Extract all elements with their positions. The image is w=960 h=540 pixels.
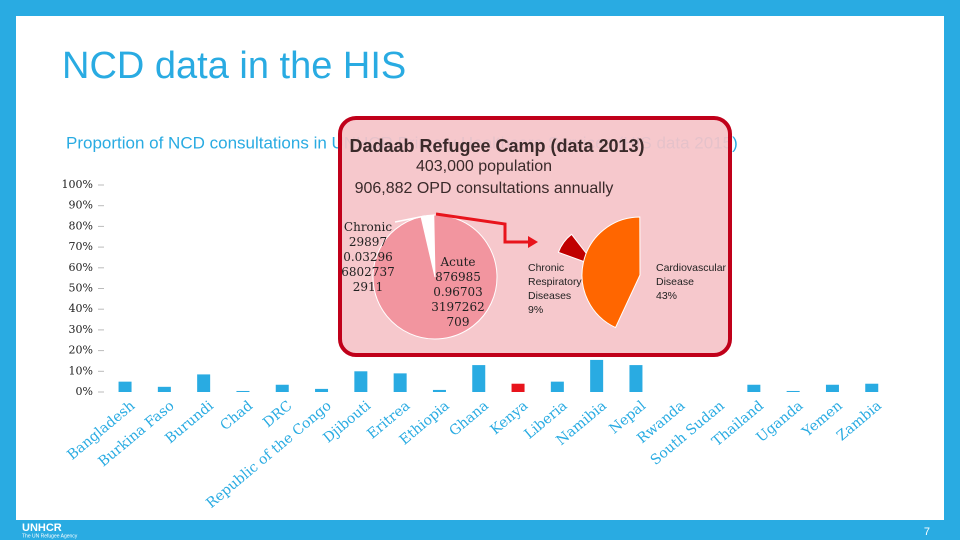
bar [315,388,329,392]
bar [393,373,407,392]
y-tick-label: 50% [69,282,93,295]
callout: Dadaab Refugee Camp (data 2013) 403,000 … [338,116,732,357]
connector-arrow [528,236,538,248]
y-tick-label: 70% [69,240,93,253]
pie-value-label: 43% [656,290,677,302]
pie-label: Chronic 29897 0.03296 6802737 2911 [341,220,394,294]
bar [629,365,643,392]
pie-label: Acute 876985 0.96703 3197262 709 [431,255,484,329]
logo-tagline: The UN Refugee Agency [22,533,78,539]
bar [590,359,604,392]
pie-label-word: Diseases [528,290,571,302]
pie-label-line: 709 [447,315,470,329]
pie-slice [581,216,641,329]
pie-label-line: 29897 [349,235,387,249]
pie-label-line: 876985 [435,270,481,284]
callout-title: Dadaab Refugee Camp (data 2013) [349,136,644,156]
slide-title: NCD data in the HIS [62,45,406,87]
pie-label-word: Respiratory [528,276,582,288]
bar [865,383,879,392]
bar [236,390,250,392]
y-tick-label: 40% [69,302,93,315]
callout-line: 403,000 population [416,158,552,175]
pie-label-line: 3197262 [431,300,484,314]
page-number: 7 [924,526,930,538]
pie-label-name: Cardiovascular Disease [656,262,727,288]
bar [747,384,761,392]
y-tick-label: 30% [69,323,93,336]
bar [472,365,486,392]
bar [432,389,446,392]
bar [197,374,211,392]
footer-band [0,520,960,540]
pie-label-word: Disease [656,276,694,288]
bar [786,390,800,392]
y-tick-label: 10% [69,364,93,377]
pie-label-word: Chronic [528,262,564,274]
y-tick-label: 20% [69,344,93,357]
y-tick-label: 90% [69,199,93,212]
logo: UNHCR [22,522,62,534]
y-tick-label: 60% [69,261,93,274]
leader-line [394,215,426,223]
pie-label: Chronic Respiratory Diseases 9% [528,262,582,316]
pie-slice [372,214,498,340]
connector [435,212,528,244]
bar [354,371,368,392]
pie-label-name: Chronic Respiratory Diseases [528,262,582,302]
callout-line: 906,882 OPD consultations annually [355,180,614,197]
bar [157,386,171,392]
bar [511,383,525,392]
y-tick-label: 100% [62,178,93,191]
pie-value-label: 9% [528,304,543,316]
bar [118,381,132,392]
pie-label: Cardiovascular Disease 43% [656,262,727,302]
pie-label-line: Acute [439,255,475,269]
bar [825,384,839,392]
pie-label-line: Chronic [344,220,392,234]
bar [275,384,289,392]
y-tick-label: 80% [69,219,93,232]
pie-label-line: 0.03296 [343,250,393,264]
pie-label-word: Cardiovascular [656,262,727,274]
y-tick-label: 0% [76,385,93,398]
bar [550,381,564,392]
pie-label-line: 6802737 [341,265,394,279]
pie-label-line: 0.96703 [433,285,483,299]
pie-label-line: 2911 [353,280,384,294]
